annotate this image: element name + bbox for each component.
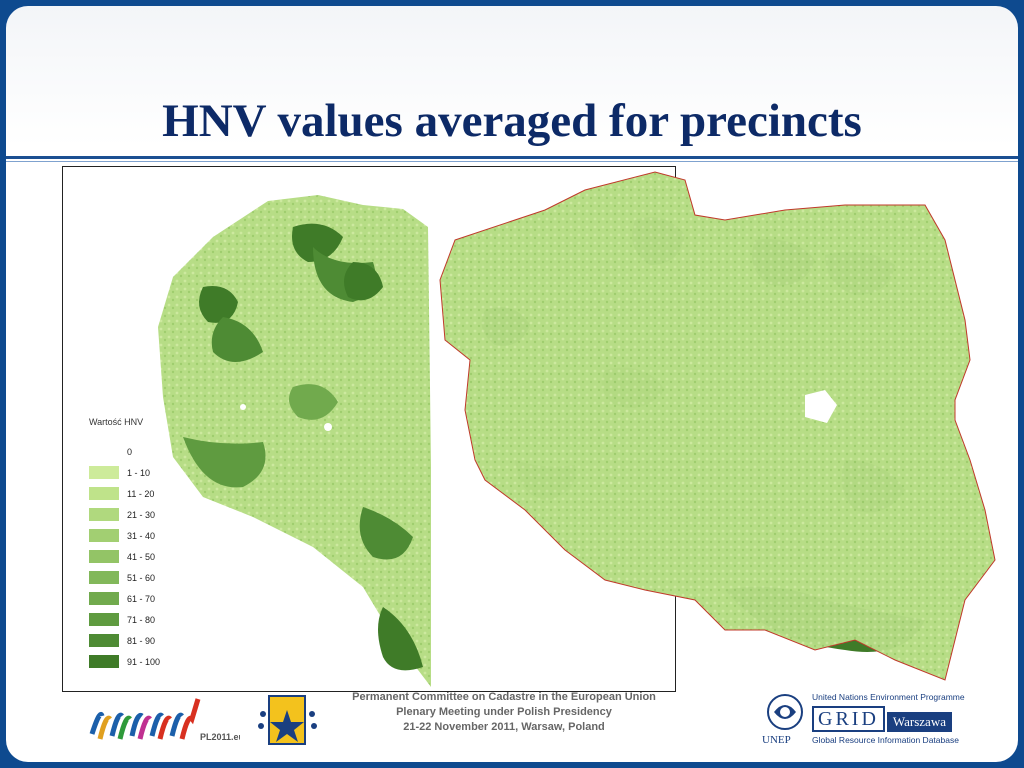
legend-swatch [89,592,119,605]
legend-label: 41 - 50 [127,551,156,562]
legend-item: 1 - 10 [89,462,160,483]
legend-swatch [89,613,119,626]
hnv-legend: Wartość HNV 0 1 - 10 11 - 20 21 - 30 31 … [89,417,160,672]
eu-cadastre-logo [258,695,317,745]
hnv-raster-map [158,195,431,687]
legend-label: 91 - 100 [127,656,161,667]
legend-swatch [89,571,119,584]
slide-title: HNV values averaged for precincts [162,95,862,147]
polish-presidency-logo: PL2011.eu [82,694,240,746]
grid-top-text: United Nations Environment Programme [812,692,965,702]
legend-item: 91 - 100 [89,651,160,672]
legend-label: 51 - 60 [127,572,156,583]
legend-item: 71 - 80 [89,609,160,630]
legend-title: Wartość HNV [89,417,144,427]
footer-line-1: Permanent Committee on Cadastre in the E… [352,691,656,703]
legend-swatch [89,508,119,521]
legend-swatch [89,634,119,647]
grid-city: Warszawa [886,712,952,732]
legend-swatch [89,487,119,500]
legend-item: 51 - 60 [89,567,160,588]
legend-item: 0 [89,441,160,462]
grid-warszawa-logo: United Nations Environment Programme GRI… [812,692,982,752]
footer-line-3: 21-22 November 2011, Warsaw, Poland [403,721,605,733]
legend-swatch [89,550,119,563]
footer-line-2: Plenary Meeting under Polish Presidency [396,706,612,718]
legend-label: 31 - 40 [127,530,156,541]
pl-logo-text: PL2011.eu [200,732,240,742]
legend-label: 21 - 30 [127,509,156,520]
legend-swatch [89,655,119,668]
legend-swatch [89,466,119,479]
title-divider-thin [6,161,1018,162]
legend-label: 0 [127,446,133,457]
legend-label: 81 - 90 [127,635,156,646]
unep-logo [767,694,803,730]
unep-label: UNEP [762,734,791,746]
grid-bottom-text: Global Resource Information Database [812,735,959,745]
conference-info: Permanent Committee on Cadastre in the E… [320,690,688,735]
legend-item: 81 - 90 [89,630,160,651]
grid-letters: GRID [812,706,885,732]
legend-label: 11 - 20 [127,488,155,499]
legend-swatch [89,445,119,458]
legend-label: 1 - 10 [127,467,151,478]
legend-item: 11 - 20 [89,483,160,504]
legend-item: 31 - 40 [89,525,160,546]
title-divider [6,156,1018,159]
legend-item: 21 - 30 [89,504,160,525]
legend-label: 61 - 70 [127,593,156,604]
precinct-map-panel [425,160,1005,688]
legend-swatch [89,529,119,542]
legend-item: 41 - 50 [89,546,160,567]
legend-item: 61 - 70 [89,588,160,609]
legend-label: 71 - 80 [127,614,156,625]
precinct-map [439,171,996,681]
